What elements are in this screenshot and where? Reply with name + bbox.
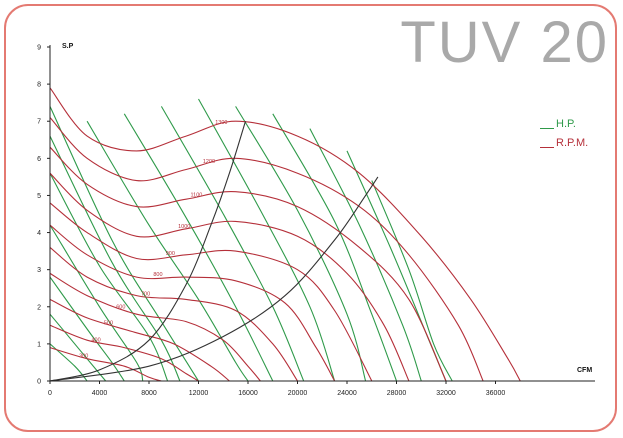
legend-hp-label: H.P. <box>556 118 576 130</box>
rpm-curve-1000 <box>49 172 410 382</box>
y-tick-label: 2 <box>37 304 41 311</box>
x-tick-label: 4000 <box>92 390 108 397</box>
rpm-curve-600 <box>49 272 261 382</box>
rpm-curve-1200 <box>49 117 484 382</box>
hp-curve-2 <box>49 172 169 382</box>
hp-curve-4 <box>49 276 125 382</box>
x-tick-label: 36000 <box>486 390 506 397</box>
rpm-curve-400 <box>49 324 199 382</box>
rpm-curve-1300 <box>49 87 521 382</box>
rpm-label-500: 500 <box>104 320 113 326</box>
rpm-curve-500 <box>49 298 230 382</box>
rpm-label-800: 800 <box>153 272 162 278</box>
hp-curve-10 <box>198 98 336 382</box>
rpm-label-1100: 1100 <box>191 192 203 198</box>
y-tick-label: 4 <box>37 230 41 237</box>
y-tick-label: 5 <box>37 193 41 200</box>
rpm-label-300: 300 <box>79 354 88 360</box>
rpm-label-900: 900 <box>166 251 175 257</box>
rpm-curves <box>49 87 521 382</box>
hp-curve-8 <box>123 113 274 382</box>
x-tick-label: 24000 <box>337 390 357 397</box>
y-tick-label: 6 <box>37 156 41 163</box>
system-curve-0 <box>49 121 247 382</box>
legend-rpm-label: R.P.M. <box>556 137 589 149</box>
rpm-curve-700 <box>49 246 298 382</box>
rpm-label-400: 400 <box>92 338 101 344</box>
axes: 0 4000 8000 12000 16000 20000 24000 28000 32000 3… <box>37 45 595 397</box>
rpm-label-1300: 1300 <box>215 120 227 126</box>
x-tick-label: 28000 <box>387 390 407 397</box>
y-tick-label: 7 <box>37 119 41 126</box>
rpm-label-700: 700 <box>141 292 150 298</box>
chart-frame <box>4 4 617 432</box>
rpm-label-1000: 1000 <box>178 224 190 230</box>
legend-hp-swatch <box>540 128 554 129</box>
x-tick-label: 12000 <box>189 390 209 397</box>
chart-title: TUV 20 <box>400 10 609 75</box>
x-tick-label: 0 <box>48 390 52 397</box>
x-axis-label: CFM <box>577 367 592 374</box>
hp-curve-13 <box>309 128 422 382</box>
y-axis-label: S.P <box>62 43 74 50</box>
rpm-curve-1100 <box>49 146 447 382</box>
y-tick-label: 0 <box>37 379 41 386</box>
hp-curve-9 <box>160 106 305 382</box>
hp-curve-0 <box>49 106 199 382</box>
hp-curve-7 <box>86 120 249 382</box>
y-tick-label: 9 <box>37 45 41 52</box>
rpm-label-1200: 1200 <box>203 159 215 165</box>
x-tick-label: 20000 <box>288 390 308 397</box>
rpm-curve-900 <box>49 202 373 382</box>
hp-curve-1 <box>49 135 181 382</box>
hp-curves <box>49 98 453 382</box>
rpm-curve-800 <box>49 224 336 382</box>
legend-hp: H.P. <box>540 118 576 130</box>
y-tick-label: 3 <box>37 267 41 274</box>
legend-rpm-swatch <box>540 147 554 148</box>
hp-curve-12 <box>272 113 398 382</box>
rpm-label-600: 600 <box>116 305 125 311</box>
hp-curve-15 <box>371 180 453 382</box>
x-tick-label: 16000 <box>238 390 258 397</box>
hp-curve-3 <box>49 224 144 382</box>
x-tick-label: 8000 <box>141 390 157 397</box>
hp-curve-11 <box>235 106 367 382</box>
rpm-curve-300 <box>49 347 162 382</box>
y-tick-label: 1 <box>37 341 41 348</box>
system-curve-1 <box>49 176 379 382</box>
x-tick-label: 32000 <box>436 390 456 397</box>
system-curves <box>49 121 379 382</box>
legend-rpm: R.P.M. <box>540 137 588 149</box>
y-tick-label: 8 <box>37 82 41 89</box>
